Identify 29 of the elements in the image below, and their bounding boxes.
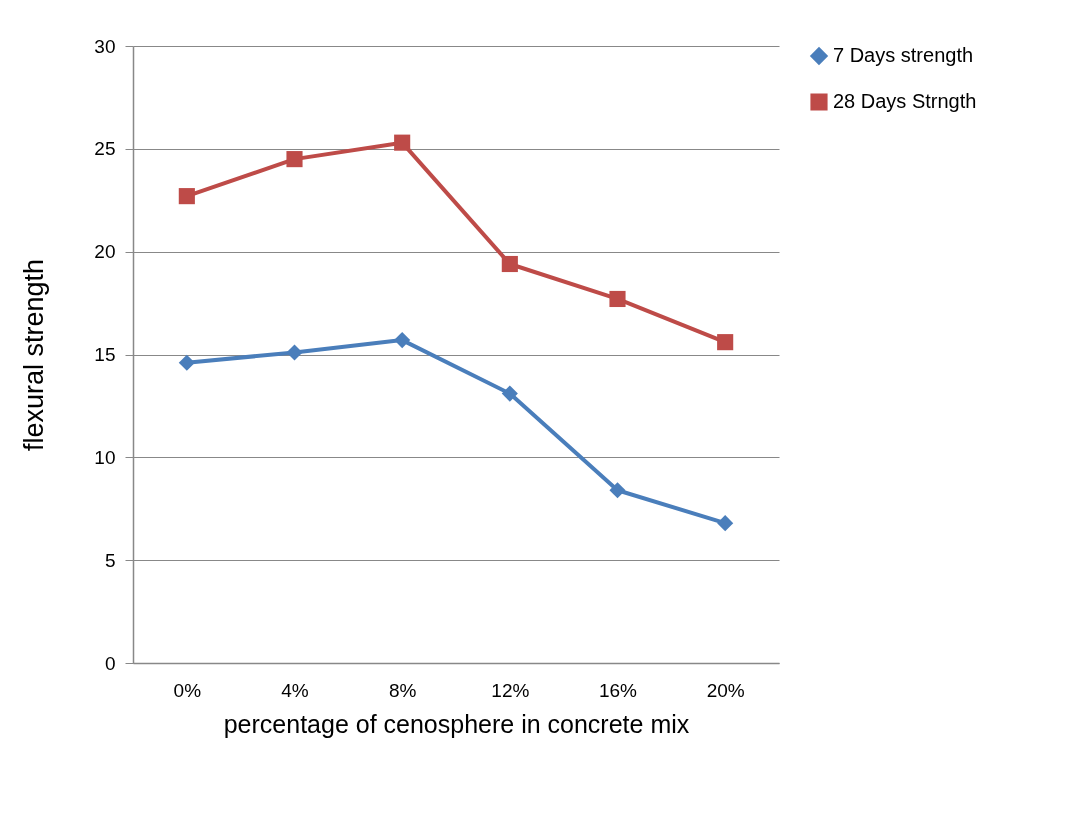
point <box>286 344 303 361</box>
x-tick-label: 20% <box>706 679 745 701</box>
point <box>501 385 518 402</box>
point <box>178 354 195 371</box>
point <box>394 332 411 349</box>
point <box>394 134 411 151</box>
x-axis-title: percentage of cenosphere in concrete mix <box>223 709 690 738</box>
point <box>501 255 518 273</box>
point <box>609 482 626 499</box>
legend-label: 7 Days strength <box>833 44 974 66</box>
point <box>717 334 734 351</box>
y-tick-label: 25 <box>94 138 116 160</box>
y-tick-label: 0 <box>104 652 116 674</box>
point <box>609 290 626 308</box>
point <box>717 515 734 532</box>
y-tick-label: 20 <box>94 241 116 263</box>
point <box>178 188 195 205</box>
legend-label: 28 Days Strngth <box>833 90 977 112</box>
x-tick-label: 12% <box>491 679 530 701</box>
point <box>286 151 303 168</box>
x-tick-label: 8% <box>388 679 417 701</box>
y-tick-label: 5 <box>104 549 116 571</box>
y-tick-label: 10 <box>94 446 116 468</box>
y-tick-label: 15 <box>94 344 116 365</box>
x-tick-label: 16% <box>598 679 638 701</box>
x-tick-label: 0% <box>173 679 202 701</box>
y-axis-title: flexural strength <box>19 258 50 452</box>
x-tick-label: 4% <box>281 679 309 701</box>
y-tick-label: 30 <box>94 35 116 57</box>
